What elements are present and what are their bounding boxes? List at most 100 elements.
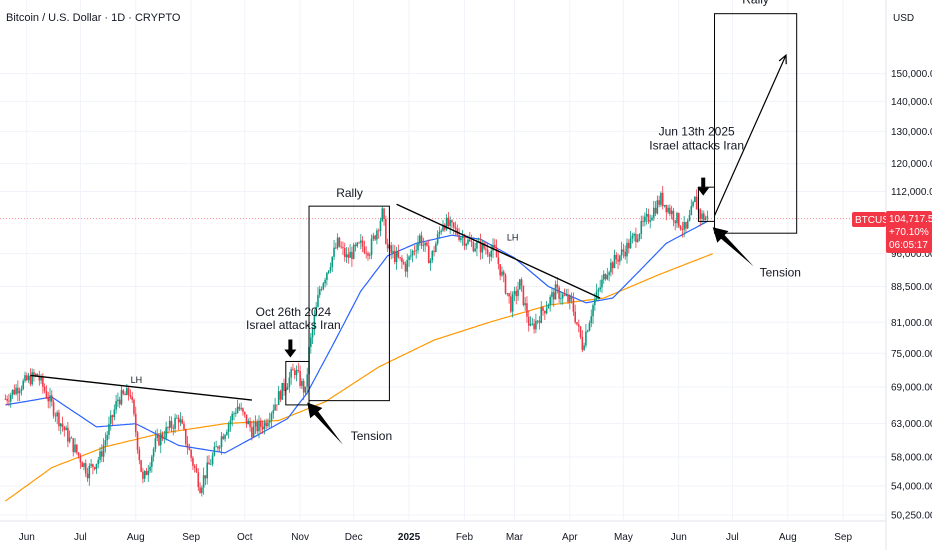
candle-body [511,294,514,312]
candle-body [536,320,539,322]
candle-body [158,435,160,446]
candle-body [140,460,142,472]
tension-label-2024: Tension [351,429,392,443]
candle-body [270,413,273,421]
candle-body [190,449,192,458]
event-arrow-2025-head [697,187,710,196]
candle-body [560,298,562,300]
candles [4,185,709,497]
candle-body [515,291,518,297]
candle-body [297,369,300,371]
price-axis[interactable]: 150,000.00 140,000.00 130,000.00 120,000.00… [891,69,932,521]
candle-body [202,475,205,488]
candle-body [102,445,105,457]
candle-body [551,292,553,297]
candle-body [595,291,598,300]
candle-body [136,432,139,450]
candle-body [626,242,628,257]
candle-body [131,396,133,400]
candle-body [638,234,641,240]
candle-body [372,235,375,239]
candle-body [499,264,501,276]
candle-body [301,380,303,386]
candle-body [56,412,58,417]
candle-body [594,299,596,305]
candle-body [197,472,200,488]
candle-body [454,227,457,229]
candle-body [706,216,709,219]
candle-body [181,419,184,424]
candle-body [576,322,578,325]
candle-body [306,374,309,387]
candle-body [672,210,675,221]
candle-body [492,244,494,251]
candle-body [520,279,523,286]
time-axis[interactable]: Jun Jul Aug Sep Oct Nov Dec 2025 Feb Mar Apr May Jun… [19,532,853,543]
candle-body [134,413,137,433]
candle-body [592,304,594,317]
event-text-2024: Israel attacks Iran [246,318,341,332]
candle-body [170,420,173,428]
candle-body [506,293,509,294]
candle-body [318,289,321,296]
candle-body [481,242,484,253]
candle-body [452,222,455,228]
candle-body [213,446,216,456]
currency-label[interactable]: USD [893,13,914,24]
candle-body [192,457,194,466]
candle-body [118,399,121,405]
tension-label-2025: Tension [760,265,801,279]
candle-body [527,316,530,326]
candle-body [215,446,217,448]
candle-body [154,437,157,450]
candle-body [347,254,350,258]
candle-body [352,244,355,259]
candle-body [420,235,423,246]
candle-body [233,413,235,415]
candle-body [645,213,648,217]
candle-body [677,213,680,227]
candle-body [583,345,585,350]
candle-body [276,404,278,406]
candle-body [508,293,510,297]
candle-body [90,464,92,466]
candle-body [674,220,677,224]
candle-body [302,380,305,393]
candle-body [45,391,48,399]
event-arrow-2024-shaft [288,339,293,350]
candle-body [529,323,532,326]
candle-body [13,389,16,395]
candle-body [122,390,125,394]
candle-body [15,387,17,395]
candle-body [408,256,410,260]
candle-body [704,218,707,220]
candle-body [79,455,82,463]
candle-body [522,285,525,306]
candle-body [690,206,693,216]
candle-body [615,254,618,260]
candle-body [193,465,196,468]
candle-body [533,323,535,330]
candle-body [20,388,23,392]
candle-body [38,376,41,381]
candle-body [176,417,178,419]
x-tick-label: Apr [562,532,578,543]
candle-body [101,451,103,457]
candle-body [88,465,91,479]
candle-body [342,247,344,249]
candle-body [163,438,166,439]
candle-body [310,337,312,347]
candle-body [494,244,496,248]
candle-body [9,395,12,402]
candle-body [577,324,580,327]
candle-body [97,459,100,464]
candle-body [468,239,471,242]
candle-body [186,443,189,449]
candle-body [143,471,146,479]
candle-body [183,423,185,430]
candle-body [83,463,85,467]
countdown-timer: 06:05:17 [889,240,928,251]
candle-body [392,250,394,253]
candle-body [315,306,317,317]
